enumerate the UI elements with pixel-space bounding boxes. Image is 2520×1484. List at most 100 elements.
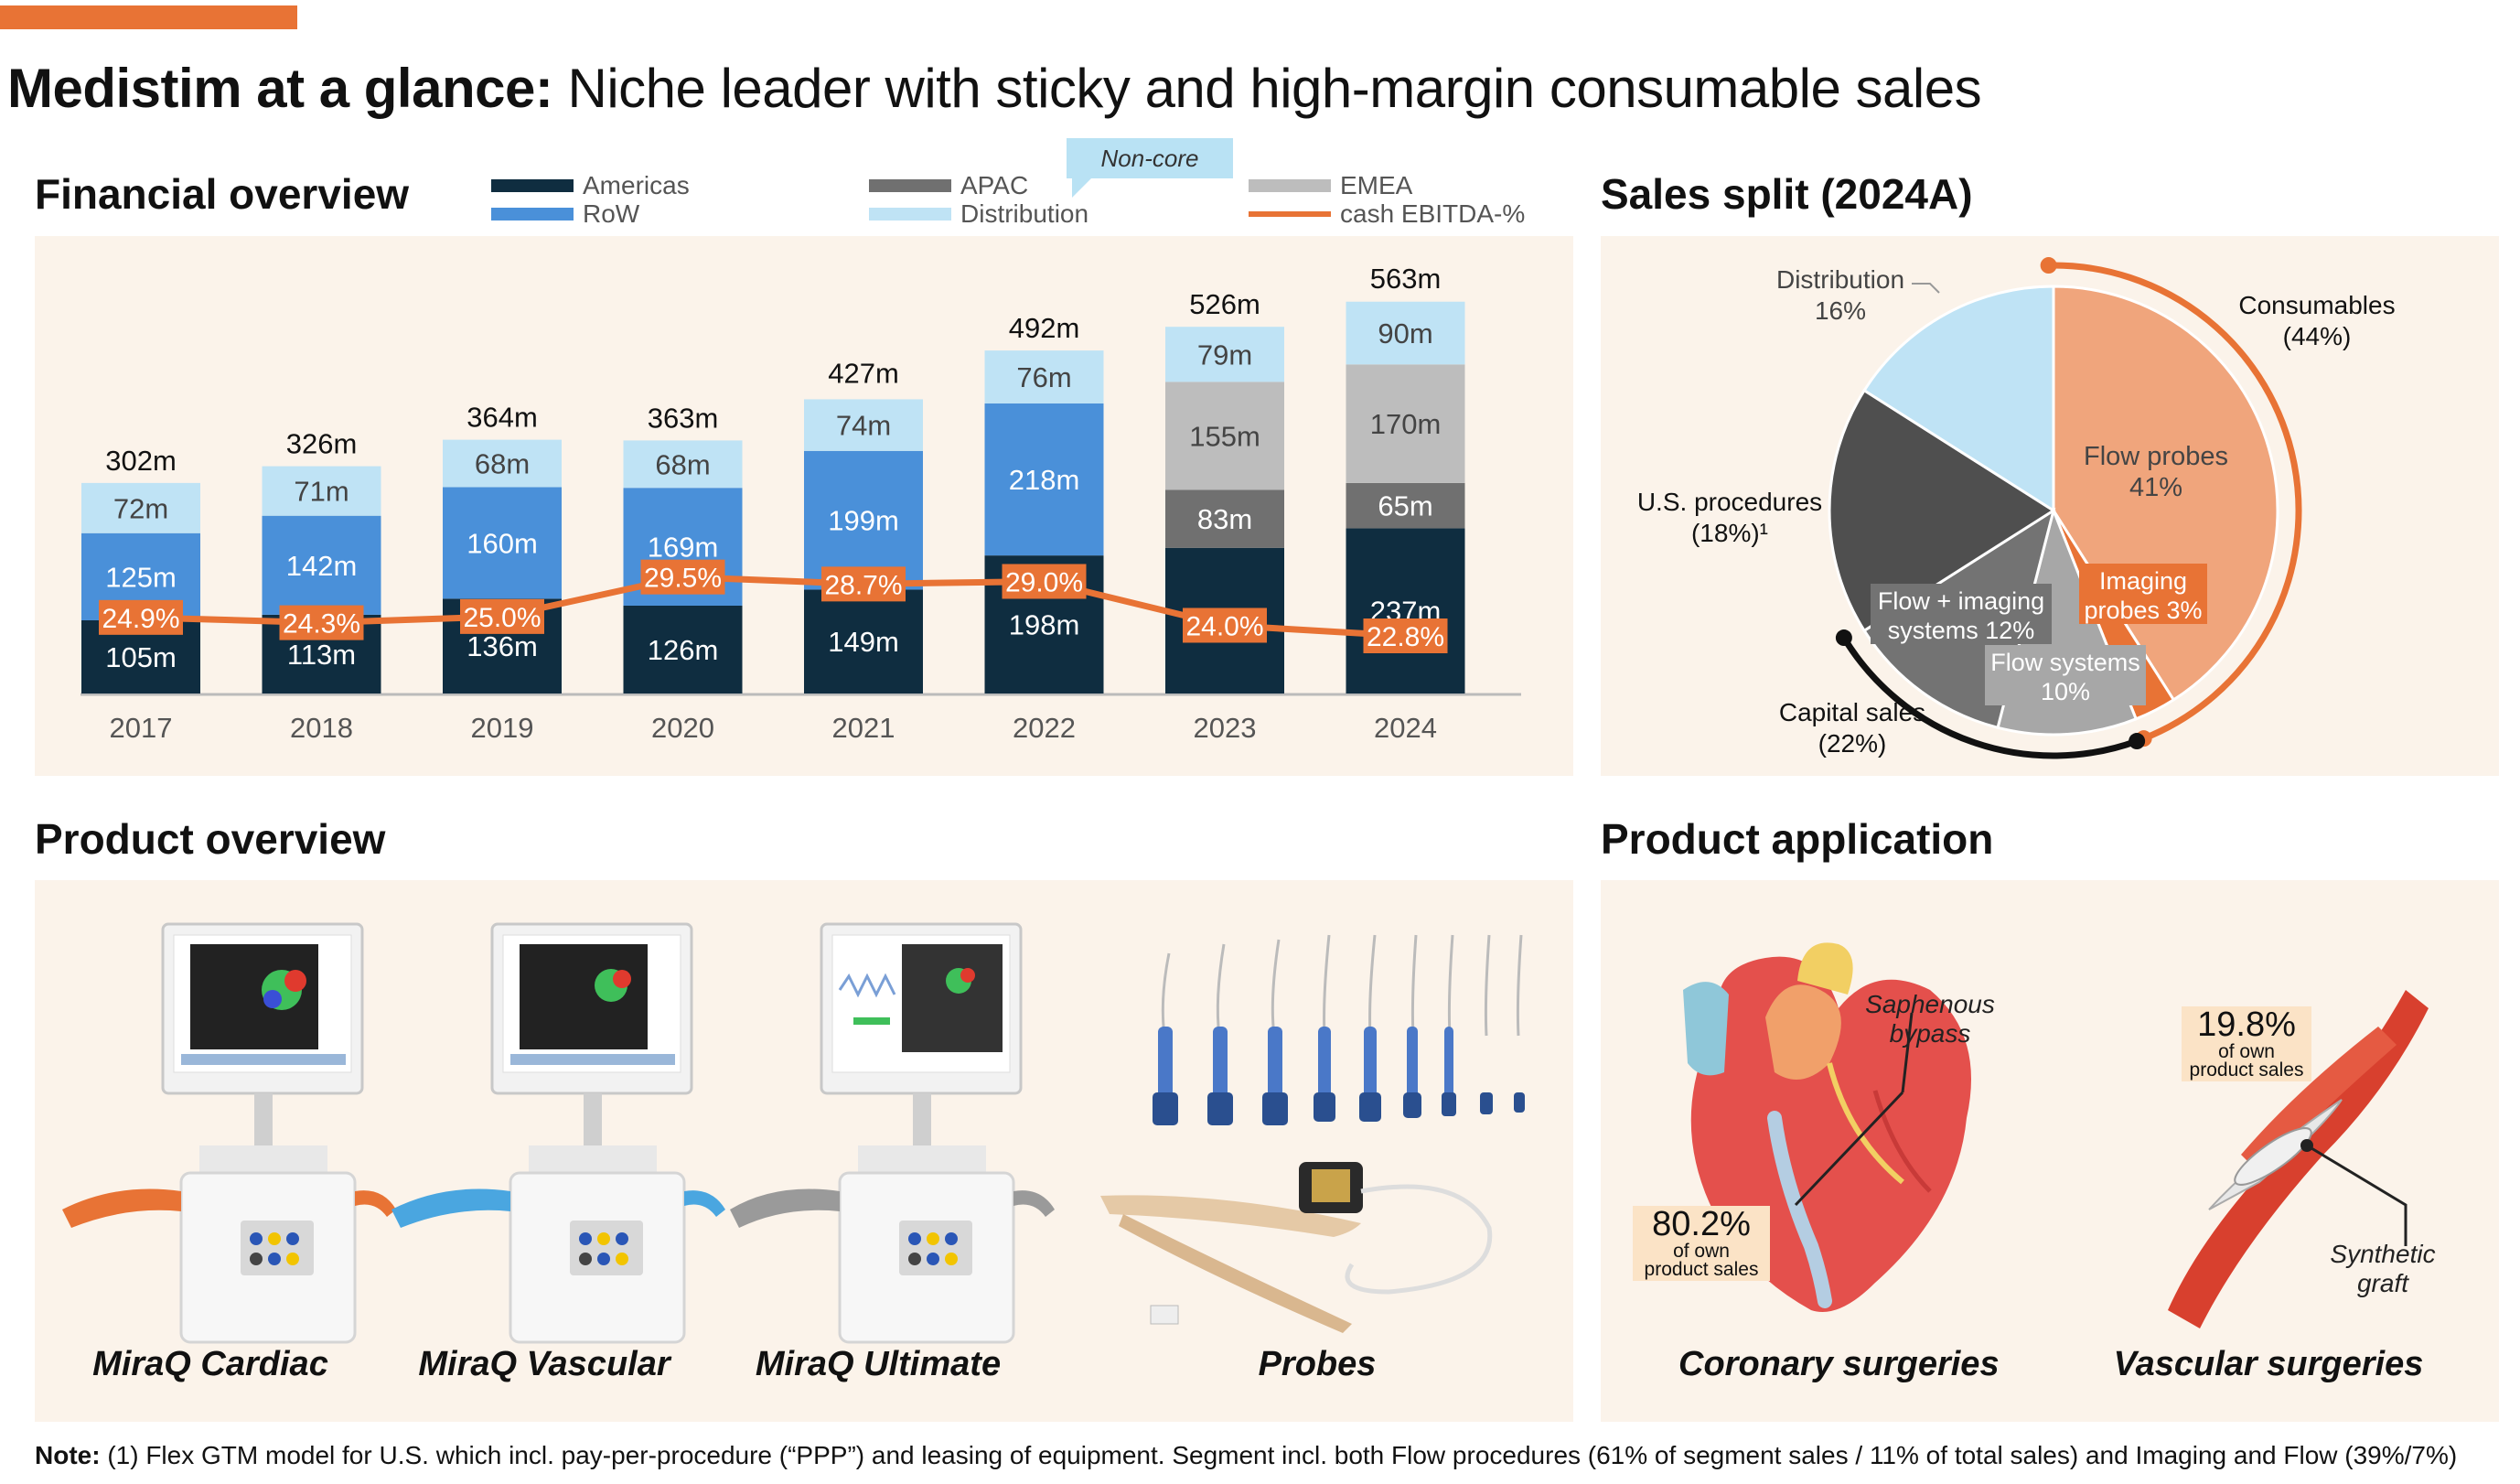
ebitda-label-bg-2021 bbox=[821, 566, 906, 602]
bar-label-row-2022: 218m bbox=[1009, 464, 1080, 496]
page-title-rest: Niche leader with sticky and high-margin… bbox=[552, 58, 1982, 119]
bar-row-2018 bbox=[262, 515, 381, 615]
legend-label-apac: APAC bbox=[960, 171, 1029, 199]
bar-label-distribution-2017: 72m bbox=[113, 492, 168, 524]
x-tick-2017: 2017 bbox=[110, 712, 173, 744]
x-tick-2024: 2024 bbox=[1374, 712, 1437, 744]
saphenous-callout-text: Saphenous bypass bbox=[1865, 990, 1995, 1048]
bar-emea-2024 bbox=[1346, 364, 1465, 483]
pie-pct-distribution: 16% bbox=[1815, 296, 1866, 325]
financial-overview-title: Financial overview bbox=[35, 170, 410, 218]
total-label-2017: 302m bbox=[105, 445, 177, 477]
ebitda-label-2019: 25.0% bbox=[463, 603, 541, 633]
financial-chart: 105m 125m 72m 302m 2017 113m 142m 71m 326m 2018 13… bbox=[80, 263, 1521, 744]
application-illustrations bbox=[1683, 942, 2429, 1328]
bar-label-row-2020: 169m bbox=[648, 532, 719, 564]
pie-pct-flow-probes: 41% bbox=[2129, 473, 2182, 502]
pie-label-bg-flow-imaging-systems bbox=[1871, 584, 2052, 644]
legend-americas: Americas bbox=[491, 171, 690, 200]
bar-row-2021 bbox=[804, 450, 923, 590]
bar-label-americas-2022: 198m bbox=[1009, 609, 1080, 641]
vascular-stat-sub1: of own bbox=[2218, 1041, 2275, 1062]
bar-distribution-2017 bbox=[81, 482, 200, 533]
bar-row-2022 bbox=[984, 403, 1104, 556]
ebitda-label-2023: 24.0% bbox=[1185, 611, 1263, 641]
ebitda-label-bg-2018 bbox=[279, 605, 364, 640]
bar-distribution-2020 bbox=[623, 440, 743, 489]
ebitda-label-2022: 29.0% bbox=[1005, 567, 1083, 597]
legend-apac: APAC bbox=[869, 171, 1028, 200]
distribution-leader-line bbox=[1912, 283, 1940, 294]
x-tick-2020: 2020 bbox=[651, 712, 714, 744]
consumables-arc-start-dot bbox=[2040, 257, 2057, 274]
bar-label-row-2017: 125m bbox=[105, 561, 177, 593]
ebitda-label-2024: 22.8% bbox=[1367, 622, 1444, 652]
bar-label-row-2019: 160m bbox=[466, 527, 538, 559]
bar-distribution-2023 bbox=[1165, 327, 1284, 382]
x-tick-2019: 2019 bbox=[471, 712, 534, 744]
total-label-2020: 363m bbox=[648, 402, 719, 434]
ebitda-label-bg-2023 bbox=[1183, 608, 1267, 643]
noncore-callout: Non-core bbox=[1067, 138, 1233, 178]
ebitda-label-bg-2020 bbox=[640, 559, 725, 595]
bar-label-emea-2024: 170m bbox=[1370, 408, 1442, 440]
product-label-miraq-ultimate: MiraQ Ultimate bbox=[755, 1345, 1002, 1383]
bar-label-distribution-2024: 90m bbox=[1378, 317, 1432, 349]
product-overview-title: Product overview bbox=[35, 815, 386, 863]
ebitda-label-2021: 28.7% bbox=[824, 570, 902, 600]
legend-label-row: RoW bbox=[583, 199, 640, 228]
group-pct-consumables: (44%) bbox=[2283, 322, 2352, 350]
pie-label-imaging-probes: Imaging bbox=[2099, 567, 2187, 595]
legend-swatch-apac bbox=[869, 179, 951, 192]
pie-label-bg-flow-systems bbox=[1985, 645, 2146, 705]
pie-label2-imaging-probes: probes 3% bbox=[2084, 597, 2202, 624]
synthetic-graft-callout-text: Synthetic graft bbox=[2330, 1240, 2436, 1297]
legend-label-americas: Americas bbox=[583, 171, 690, 199]
bar-emea-2023 bbox=[1165, 382, 1284, 490]
bar-row-2019 bbox=[443, 487, 562, 599]
vascular-image bbox=[2168, 990, 2429, 1328]
probes-image bbox=[1100, 934, 1525, 1333]
total-label-2019: 364m bbox=[466, 402, 538, 434]
legend-distribution: Distribution bbox=[869, 199, 1088, 229]
footnote: Note: (1) Flex GTM model for U.S. which … bbox=[35, 1441, 2457, 1470]
miraq-vascular-image bbox=[391, 922, 725, 1344]
bar-distribution-2022 bbox=[984, 350, 1104, 404]
x-tick-2023: 2023 bbox=[1194, 712, 1257, 744]
vascular-stat-sub2: product sales bbox=[2189, 1059, 2304, 1081]
pie-pct-flow-systems: 10% bbox=[2041, 678, 2090, 705]
x-tick-2018: 2018 bbox=[290, 712, 353, 744]
bar-distribution-2021 bbox=[804, 399, 923, 451]
bar-apac-2023 bbox=[1165, 489, 1284, 548]
coronary-stat-sub1: of own bbox=[1673, 1241, 1730, 1262]
bar-distribution-2018 bbox=[262, 466, 381, 516]
product-label-miraq-cardiac: MiraQ Cardiac bbox=[92, 1345, 328, 1383]
x-tick-2022: 2022 bbox=[1013, 712, 1076, 744]
legend-swatch-americas bbox=[491, 179, 574, 192]
ebitda-label-bg-2024 bbox=[1363, 618, 1448, 653]
legend-label-emea: EMEA bbox=[1340, 171, 1413, 199]
coronary-stat-box: 80.2% of own product sales bbox=[1633, 1206, 1770, 1281]
synthetic-graft-callout: Synthetic graft bbox=[2323, 1240, 2442, 1298]
product-label-probes: Probes bbox=[1258, 1345, 1377, 1383]
bar-label-americas-2018: 113m bbox=[287, 639, 356, 671]
capital-sales-arc-start-dot bbox=[2129, 733, 2146, 750]
total-label-2023: 526m bbox=[1189, 288, 1260, 320]
bar-label-row-2021: 199m bbox=[828, 505, 899, 537]
footnote-bold: Note: bbox=[35, 1441, 101, 1469]
legend-emea: EMEA bbox=[1249, 171, 1412, 200]
bar-label-distribution-2022: 76m bbox=[1016, 361, 1071, 393]
total-label-2021: 427m bbox=[828, 358, 899, 390]
bar-label-americas-2020: 126m bbox=[648, 634, 719, 666]
capital-sales-arc-end-dot bbox=[1835, 629, 1852, 647]
bar-americas-2021 bbox=[804, 589, 923, 694]
saphenous-callout: Saphenous bypass bbox=[1839, 990, 2021, 1048]
pie-label2-flow-imaging-systems: systems 12% bbox=[1888, 617, 2035, 644]
miraq-ultimate-image bbox=[730, 922, 1055, 1344]
coronary-stat-value: 80.2% bbox=[1652, 1205, 1751, 1243]
pie-label-flow-imaging-systems: Flow + imaging bbox=[1878, 587, 2044, 615]
total-label-2024: 563m bbox=[1370, 263, 1442, 295]
bar-label-apac-2023: 83m bbox=[1197, 503, 1252, 535]
pie-label-flow-probes: Flow probes bbox=[2084, 442, 2228, 471]
